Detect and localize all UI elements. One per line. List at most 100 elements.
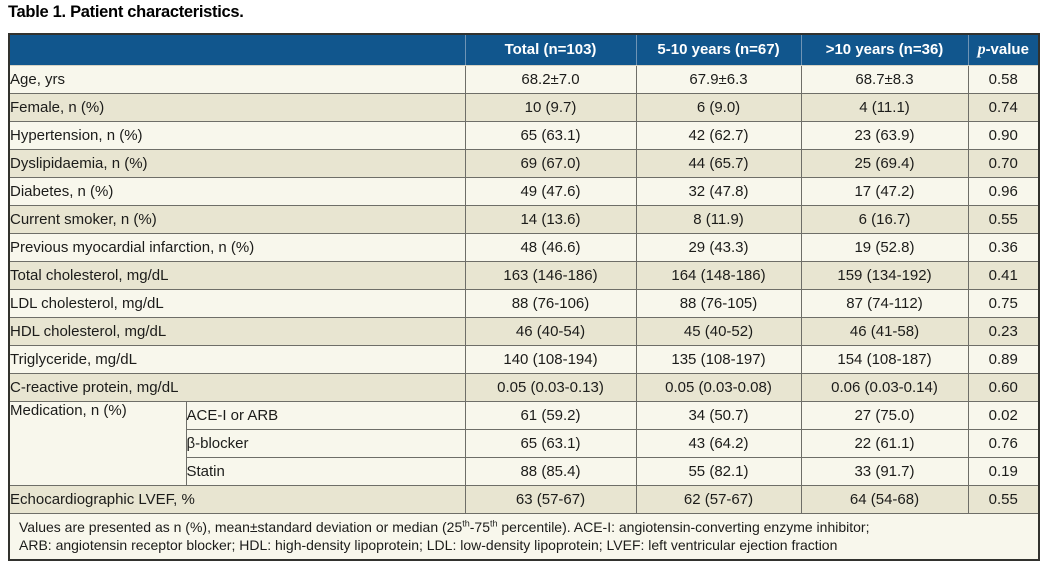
table-row: Statin 88 (85.4) 55 (82.1) 33 (91.7) 0.19 xyxy=(9,456,1040,486)
cell-p-value: 0.58 xyxy=(967,64,1040,94)
cell-value: 55 (82.1) xyxy=(635,456,802,486)
cell-value: 88 (76-106) xyxy=(464,288,637,318)
cell-value: 48 (46.6) xyxy=(464,232,637,262)
header-row: Total (n=103) 5-10 years (n=67) >10 year… xyxy=(9,34,1039,66)
cell-value: 164 (148-186) xyxy=(635,260,802,290)
row-label: HDL cholesterol, mg/dL xyxy=(8,316,466,346)
cell-value: 17 (47.2) xyxy=(800,176,969,206)
header-cell-total: Total (n=103) xyxy=(464,34,636,66)
row-label: Triglyceride, mg/dL xyxy=(8,344,466,374)
cell-value: 6 (9.0) xyxy=(635,92,802,122)
cell-value: 63 (57-67) xyxy=(464,484,637,514)
table-header: Total (n=103) 5-10 years (n=67) >10 year… xyxy=(9,34,1039,66)
cell-value: 8 (11.9) xyxy=(635,204,802,234)
footnote-line-2: ARB: angiotensin receptor blocker; HDL: … xyxy=(19,536,838,553)
cell-value: 32 (47.8) xyxy=(635,176,802,206)
cell-value: 33 (91.7) xyxy=(800,456,969,486)
cell-value: 19 (52.8) xyxy=(800,232,969,262)
cell-p-value: 0.76 xyxy=(967,428,1040,458)
cell-value: 49 (47.6) xyxy=(464,176,637,206)
cell-p-value: 0.75 xyxy=(967,288,1040,318)
cell-value: 22 (61.1) xyxy=(800,428,969,458)
row-label: Echocardiographic LVEF, % xyxy=(8,484,466,514)
row-label: Previous myocardial infarction, n (%) xyxy=(8,232,466,262)
cell-value: 65 (63.1) xyxy=(464,428,637,458)
cell-p-value: 0.60 xyxy=(967,372,1040,402)
row-label: Female, n (%) xyxy=(8,92,466,122)
cell-value: 68.2±7.0 xyxy=(464,64,637,94)
cell-value: 29 (43.3) xyxy=(635,232,802,262)
table-row: Hypertension, n (%) 65 (63.1) 42 (62.7) 23 … xyxy=(8,120,1040,150)
footnote: Values are presented as n (%), mean±stan… xyxy=(9,512,1039,560)
cell-value: 45 (40-52) xyxy=(635,316,802,346)
table-body: Age, yrs 68.2±7.0 67.9±6.3 68.7±8.3 0.58 Fema… xyxy=(8,64,1040,514)
table-footer: Values are presented as n (%), mean±stan… xyxy=(9,512,1039,560)
cell-value: 69 (67.0) xyxy=(464,148,637,178)
header-cell-5-10-years: 5-10 years (n=67) xyxy=(635,34,801,66)
table-row: Medication, n (%) ACE-I or ARB 61 (59.2) 34… xyxy=(8,400,1040,486)
cell-value: 0.05 (0.03-0.08) xyxy=(635,372,802,402)
row-sub-label: ACE-I or ARB xyxy=(185,400,466,430)
cell-value: 0.06 (0.03-0.14) xyxy=(800,372,969,402)
cell-value: 88 (76-105) xyxy=(635,288,802,318)
cell-value: 6 (16.7) xyxy=(800,204,969,234)
cell-value: 25 (69.4) xyxy=(800,148,969,178)
cell-p-value: 0.55 xyxy=(967,484,1040,514)
table-row: Triglyceride, mg/dL 140 (108-194) 135 (108… xyxy=(8,344,1040,374)
cell-p-value: 0.90 xyxy=(967,120,1040,150)
table-row: Echocardiographic LVEF, % 63 (57-67) 62 (5… xyxy=(8,484,1040,514)
table-row: Age, yrs 68.2±7.0 67.9±6.3 68.7±8.3 0.58 xyxy=(8,64,1040,94)
row-sub-label: Statin xyxy=(185,456,466,486)
row-label: LDL cholesterol, mg/dL xyxy=(8,288,466,318)
p-italic: p xyxy=(977,40,986,58)
cell-p-value: 0.55 xyxy=(967,204,1040,234)
cell-value: 64 (54-68) xyxy=(800,484,969,514)
cell-value: 34 (50.7) xyxy=(635,400,802,430)
table-row: Previous myocardial infarction, n (%) 48 … xyxy=(8,232,1040,262)
cell-value: 44 (65.7) xyxy=(635,148,802,178)
row-sub-label: β-blocker xyxy=(185,428,466,458)
cell-value: 159 (134-192) xyxy=(800,260,969,290)
row-label: Dyslipidaemia, n (%) xyxy=(8,148,466,178)
cell-value: 0.05 (0.03-0.13) xyxy=(464,372,637,402)
cell-p-value: 0.89 xyxy=(967,344,1040,374)
table-row: LDL cholesterol, mg/dL 88 (76-106) 88 (76-… xyxy=(8,288,1040,318)
row-label: C-reactive protein, mg/dL xyxy=(8,372,466,402)
row-label: Current smoker, n (%) xyxy=(8,204,466,234)
table-row: Total cholesterol, mg/dL 163 (146-186) 164… xyxy=(8,260,1040,290)
cell-value: 46 (40-54) xyxy=(464,316,637,346)
cell-p-value: 0.23 xyxy=(967,316,1040,346)
footnote-row: Values are presented as n (%), mean±stan… xyxy=(9,512,1039,560)
header-cell-empty xyxy=(9,34,465,66)
row-label: Age, yrs xyxy=(8,64,466,94)
row-label: Hypertension, n (%) xyxy=(8,120,466,150)
cell-value: 68.7±8.3 xyxy=(800,64,969,94)
row-label: Total cholesterol, mg/dL xyxy=(8,260,466,290)
table-row: Current smoker, n (%) 14 (13.6) 8 (11.9) 6 … xyxy=(8,204,1040,234)
table-row: β-blocker 65 (63.1) 43 (64.2) 22 (61.1) 0.76 xyxy=(9,428,1040,458)
cell-value: 154 (108-187) xyxy=(800,344,969,374)
table-row: HDL cholesterol, mg/dL 46 (40-54) 45 (40-5… xyxy=(8,316,1040,346)
cell-value: 62 (57-67) xyxy=(635,484,802,514)
cell-value: 163 (146-186) xyxy=(464,260,637,290)
cell-p-value: 0.96 xyxy=(967,176,1040,206)
row-label: Diabetes, n (%) xyxy=(8,176,466,206)
table-row: Female, n (%) 10 (9.7) 6 (9.0) 4 (11.1) 0.74 xyxy=(8,92,1040,122)
cell-value: 87 (74-112) xyxy=(800,288,969,318)
page-title: Table 1. Patient characteristics. xyxy=(8,3,244,21)
cell-value: 65 (63.1) xyxy=(464,120,637,150)
table-row: C-reactive protein, mg/dL 0.05 (0.03-0.13… xyxy=(8,372,1040,402)
cell-value: 46 (41-58) xyxy=(800,316,969,346)
cell-value: 67.9±6.3 xyxy=(635,64,802,94)
cell-value: 10 (9.7) xyxy=(464,92,637,122)
cell-p-value: 0.02 xyxy=(967,400,1040,430)
footnote-line-1: Values are presented as n (%), mean±stan… xyxy=(19,517,870,535)
cell-value: 43 (64.2) xyxy=(635,428,802,458)
cell-value: 88 (85.4) xyxy=(464,456,637,486)
patient-characteristics-table: Total (n=103) 5-10 years (n=67) >10 year… xyxy=(8,33,1040,561)
cell-value: 140 (108-194) xyxy=(464,344,637,374)
cell-value: 27 (75.0) xyxy=(800,400,969,430)
cell-value: 135 (108-197) xyxy=(635,344,802,374)
header-cell-gt-10-years: >10 years (n=36) xyxy=(800,34,968,66)
cell-p-value: 0.41 xyxy=(967,260,1040,290)
